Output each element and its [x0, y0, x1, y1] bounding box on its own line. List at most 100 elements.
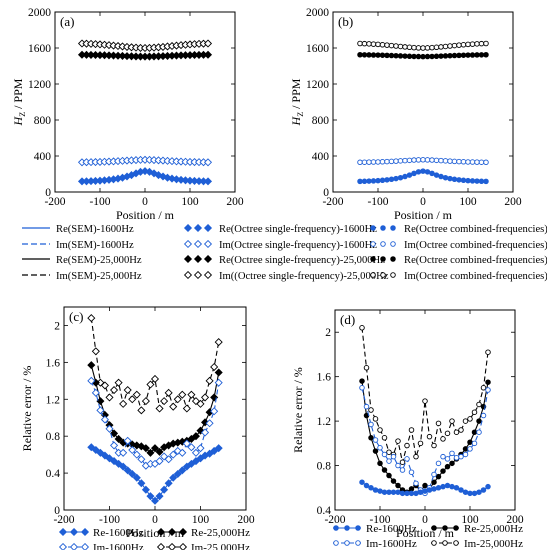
- data-point: [214, 338, 223, 347]
- data-point: [169, 473, 178, 482]
- y-axis-label: Relative error / %: [291, 367, 305, 453]
- data-point: [201, 428, 210, 437]
- data-point: [203, 177, 213, 186]
- data-point: [476, 429, 482, 435]
- data-point: [397, 158, 404, 164]
- data-point: [359, 479, 365, 485]
- x-axis-label: Position / m: [116, 208, 175, 222]
- data-point: [433, 53, 440, 60]
- y-tick-label: 0: [45, 187, 51, 199]
- y-tick-label: 1200: [306, 79, 329, 91]
- y-tick-label: 1200: [28, 79, 51, 91]
- data-point: [417, 489, 424, 495]
- data-point: [169, 450, 178, 459]
- legend-marker: [58, 527, 68, 537]
- data-point: [411, 157, 417, 163]
- data-point: [361, 159, 368, 165]
- legend-marker: [80, 542, 90, 550]
- data-point: [375, 159, 381, 165]
- data-point: [123, 436, 132, 445]
- data-point: [377, 427, 383, 433]
- data-point: [442, 43, 449, 50]
- data-point: [424, 53, 431, 60]
- data-point: [453, 485, 460, 491]
- y-tick-label: 1.6: [46, 357, 61, 369]
- data-point: [359, 325, 365, 331]
- data-point: [413, 453, 419, 460]
- legend-marker: [178, 527, 188, 537]
- data-point: [119, 448, 128, 457]
- x-tick-label: -200: [324, 514, 345, 526]
- x-tick-label: 200: [504, 196, 522, 208]
- data-point: [379, 52, 386, 58]
- data-point: [453, 429, 460, 435]
- y-tick-label: 2000: [28, 7, 51, 19]
- data-point: [178, 390, 187, 399]
- data-point: [182, 439, 191, 448]
- data-point: [485, 483, 491, 490]
- data-point: [149, 169, 159, 178]
- data-point: [465, 177, 471, 184]
- data-point: [408, 427, 415, 433]
- data-point: [146, 492, 155, 501]
- data-point: [467, 490, 473, 497]
- data-point: [408, 490, 415, 497]
- y-tick-label: 0.8: [317, 461, 332, 473]
- legend-marker: [453, 540, 459, 546]
- data-point: [435, 460, 442, 467]
- data-point: [167, 174, 177, 183]
- data-point: [359, 378, 365, 384]
- legend-label: Re(Octree combined-frequencies)-25,000Hz: [404, 255, 547, 266]
- data-point: [381, 451, 388, 458]
- legend-marker: [431, 540, 437, 546]
- data-point: [160, 397, 169, 406]
- data-point: [471, 440, 478, 447]
- data-point: [406, 172, 413, 178]
- data-point: [377, 488, 383, 494]
- data-point: [462, 489, 469, 495]
- legend-marker: [442, 525, 448, 531]
- data-point: [160, 452, 169, 461]
- data-point: [444, 482, 451, 489]
- data-point: [393, 175, 399, 182]
- data-point: [146, 380, 155, 389]
- data-point: [361, 40, 368, 47]
- data-point: [440, 483, 446, 490]
- data-point: [411, 53, 417, 60]
- y-tick-label: 0.4: [317, 505, 332, 517]
- data-point: [128, 469, 137, 479]
- data-point: [422, 482, 428, 489]
- data-point: [478, 159, 485, 165]
- x-tick-label: 100: [459, 196, 477, 208]
- data-point: [366, 159, 372, 165]
- data-point: [155, 447, 164, 456]
- data-point: [433, 172, 440, 178]
- data-point: [471, 429, 478, 435]
- data-point: [196, 444, 205, 453]
- data-point: [87, 376, 96, 385]
- data-point: [361, 52, 368, 58]
- legend-label: Im(SEM)-1600Hz: [56, 240, 134, 251]
- data-point: [366, 41, 372, 47]
- data-point: [429, 157, 435, 163]
- x-axis-label: Position / m: [396, 526, 455, 540]
- chart-panel-a: -200 -100 0 100 2000400800120016002000(a)Pos…: [11, 7, 244, 222]
- data-point: [404, 442, 410, 449]
- data-point: [422, 488, 428, 494]
- data-point: [105, 393, 114, 402]
- data-point: [100, 451, 109, 460]
- data-point: [386, 472, 392, 479]
- data-point: [449, 418, 455, 424]
- x-tick-label: 0: [420, 196, 426, 208]
- data-point: [447, 158, 453, 164]
- data-point: [467, 416, 473, 422]
- data-point: [444, 463, 451, 470]
- data-point: [141, 444, 150, 453]
- legend-marker: [203, 239, 213, 249]
- legend-marker: [183, 270, 193, 280]
- data-point: [408, 486, 415, 492]
- data-point: [399, 467, 406, 473]
- y-tick-label: 2000: [306, 7, 329, 19]
- data-point: [372, 416, 379, 422]
- panel-label: (d): [340, 312, 355, 327]
